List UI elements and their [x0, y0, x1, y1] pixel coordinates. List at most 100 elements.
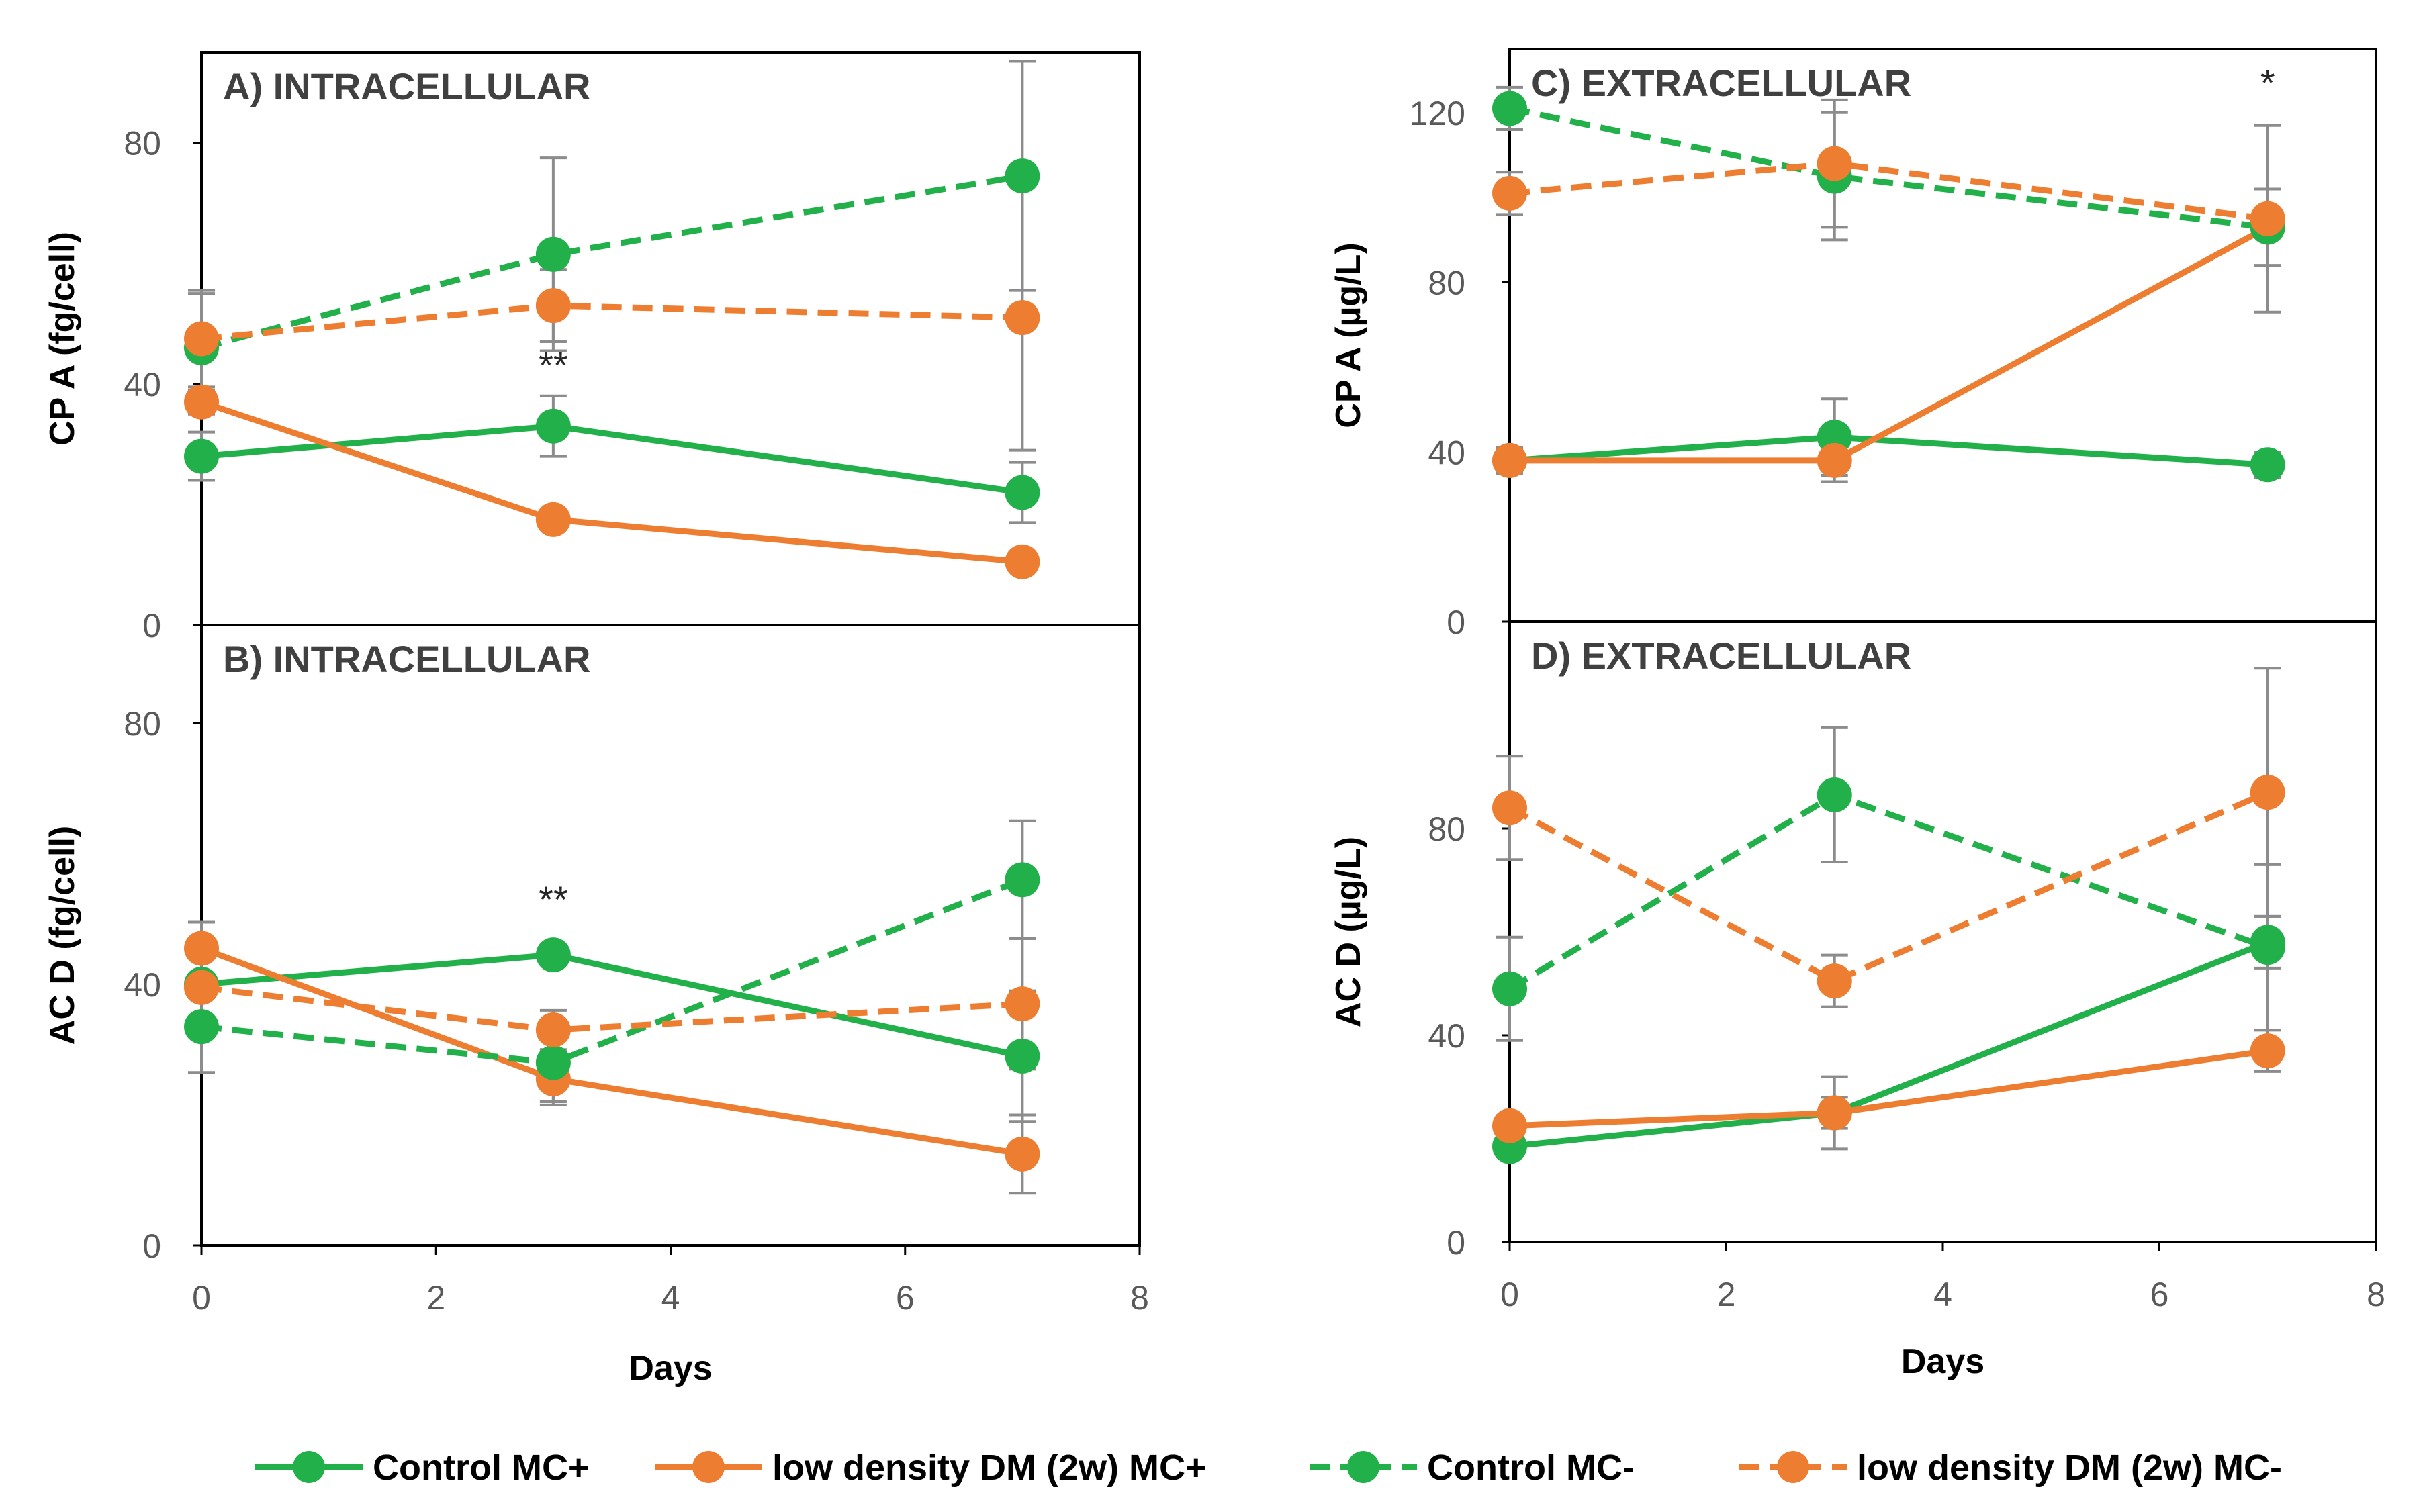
panel-title: D) EXTRACELLULAR: [1531, 634, 1911, 677]
series-line: [200, 173, 1023, 351]
data-point: [535, 288, 571, 324]
data-point: [1005, 986, 1040, 1022]
data-point: [535, 236, 571, 272]
error-bars-control-mc: [188, 60, 1036, 404]
y-tick-label: 80: [124, 125, 161, 162]
legend-label: Control MC+: [373, 1448, 589, 1488]
legend-marker: [692, 1451, 725, 1483]
data-point: [1005, 862, 1040, 898]
y-axis-title: CP A (µg/L): [1329, 242, 1368, 428]
data-point: [1817, 777, 1852, 812]
panel-d: 0 40 80 0 2 4 6 8 D) EXTRACELLULAR AC D (µg/L) Day…: [1329, 620, 2385, 1381]
legend-marker: [293, 1451, 325, 1483]
x-tick-label: 2: [1717, 1276, 1736, 1313]
error-bars-low-density-dm-2w-mc: [188, 388, 1036, 573]
series-control-mc: [1492, 925, 2285, 1164]
series-line: [1509, 105, 2269, 230]
data-point: [1492, 91, 1527, 126]
panel-a: 0 40 80 A) INTRACELLULAR CP A (fg/cell) **: [43, 51, 1141, 645]
data-point: [1817, 442, 1852, 478]
legend-label: Control MC-: [1427, 1448, 1635, 1488]
y-tick-label: 120: [1410, 95, 1465, 132]
y-tick-label: 80: [124, 705, 161, 743]
series-line: [1508, 792, 2269, 992]
y-tick-label: 0: [142, 1227, 161, 1265]
x-tick-label: 8: [1130, 1279, 1149, 1317]
series-low-density-dm-2w-mc: [184, 288, 1040, 357]
y-axis-title: AC D (µg/L): [1329, 837, 1368, 1027]
data-point: [1005, 1136, 1040, 1172]
legend-marker: [1347, 1451, 1379, 1483]
data-point: [184, 438, 219, 474]
panel-c: 0 40 80 120 C) EXTRACELLULAR CP A (µg/L) *: [1329, 48, 2377, 641]
x-tick-label: 8: [2367, 1276, 2385, 1313]
x-axis-title: Days: [629, 1349, 712, 1388]
data-point: [535, 937, 571, 973]
legend-item-control-mc: Control MC-: [1310, 1448, 1635, 1488]
x-tick-label: 0: [1500, 1276, 1519, 1313]
data-point: [184, 970, 219, 1005]
data-point: [184, 931, 219, 966]
y-axis-title: AC D (fg/cell): [43, 826, 82, 1045]
data-point: [2250, 930, 2285, 965]
y-tick-label: 0: [1447, 1224, 1465, 1262]
x-tick-label: 6: [896, 1279, 915, 1317]
data-point: [2250, 1033, 2285, 1069]
data-point: [184, 384, 219, 420]
x-axis-title: Days: [1901, 1342, 1984, 1381]
data-point: [1817, 146, 1852, 181]
x-tick-label: 0: [192, 1279, 211, 1317]
significance-annotation: *: [2260, 62, 2275, 104]
panel-title: B) INTRACELLULAR: [223, 638, 590, 680]
legend-item-control-mc: Control MC+: [255, 1448, 589, 1488]
legend-marker: [1777, 1451, 1809, 1483]
data-point: [1492, 790, 1527, 826]
series-control-mc: [184, 158, 1040, 365]
panel-title: A) INTRACELLULAR: [223, 65, 590, 107]
legend-item-low-density-dm-2w-mc: low density DM (2w) MC+: [655, 1448, 1207, 1488]
panel-title: C) EXTRACELLULAR: [1531, 62, 1911, 104]
series-line: [201, 302, 1023, 342]
plot-frame: [200, 51, 1141, 626]
y-tick-label: 40: [124, 366, 161, 404]
series-line: [200, 399, 1023, 565]
x-tick-label: 6: [2150, 1276, 2169, 1313]
series-low-density-dm-2w-mc: [1492, 146, 2285, 236]
x-tick-label: 2: [426, 1279, 445, 1317]
y-tick-label: 40: [124, 966, 161, 1004]
data-point: [184, 1009, 219, 1045]
legend-item-low-density-dm-2w-mc: low density DM (2w) MC-: [1739, 1448, 2282, 1488]
series-line: [201, 423, 1023, 495]
legend-label: low density DM (2w) MC-: [1857, 1448, 2282, 1488]
series-line: [1510, 224, 2269, 464]
x-tick-label: 4: [661, 1279, 680, 1317]
data-point: [2250, 447, 2285, 483]
data-point: [2250, 775, 2285, 810]
data-point: [1492, 971, 1527, 1006]
y-axis-title: CP A (fg/cell): [43, 232, 82, 446]
error-bars-control-mc: [1496, 726, 2281, 1042]
series-low-density-dm-2w-mc: [184, 384, 1040, 579]
data-point: [1817, 963, 1852, 999]
series-control-mc: [184, 862, 1040, 1080]
series-line: [1509, 939, 2269, 1150]
data-point: [535, 502, 571, 537]
panel-b: 0 40 80 0 2 4 6 8 B) INTRACELLULAR AC D (fg/cell)…: [43, 624, 1149, 1388]
data-point: [535, 1012, 571, 1048]
data-point: [1492, 175, 1527, 211]
data-point: [535, 408, 571, 444]
significance-annotation: **: [539, 878, 568, 920]
data-point: [1005, 300, 1040, 336]
x-tick-label: 4: [1933, 1276, 1952, 1313]
data-point: [184, 321, 219, 357]
series-low-density-dm-2w-mc: [184, 970, 1040, 1048]
error-bars-low-density-dm-2w-mc: [188, 920, 1036, 1195]
legend-label: low density DM (2w) MC+: [772, 1448, 1207, 1488]
series-line: [1508, 789, 2269, 984]
data-point: [1005, 158, 1040, 194]
y-tick-label: 0: [142, 607, 161, 645]
series-line: [200, 945, 1023, 1157]
y-tick-label: 80: [1428, 810, 1465, 848]
series-low-density-dm-2w-mc: [1492, 1033, 2285, 1143]
